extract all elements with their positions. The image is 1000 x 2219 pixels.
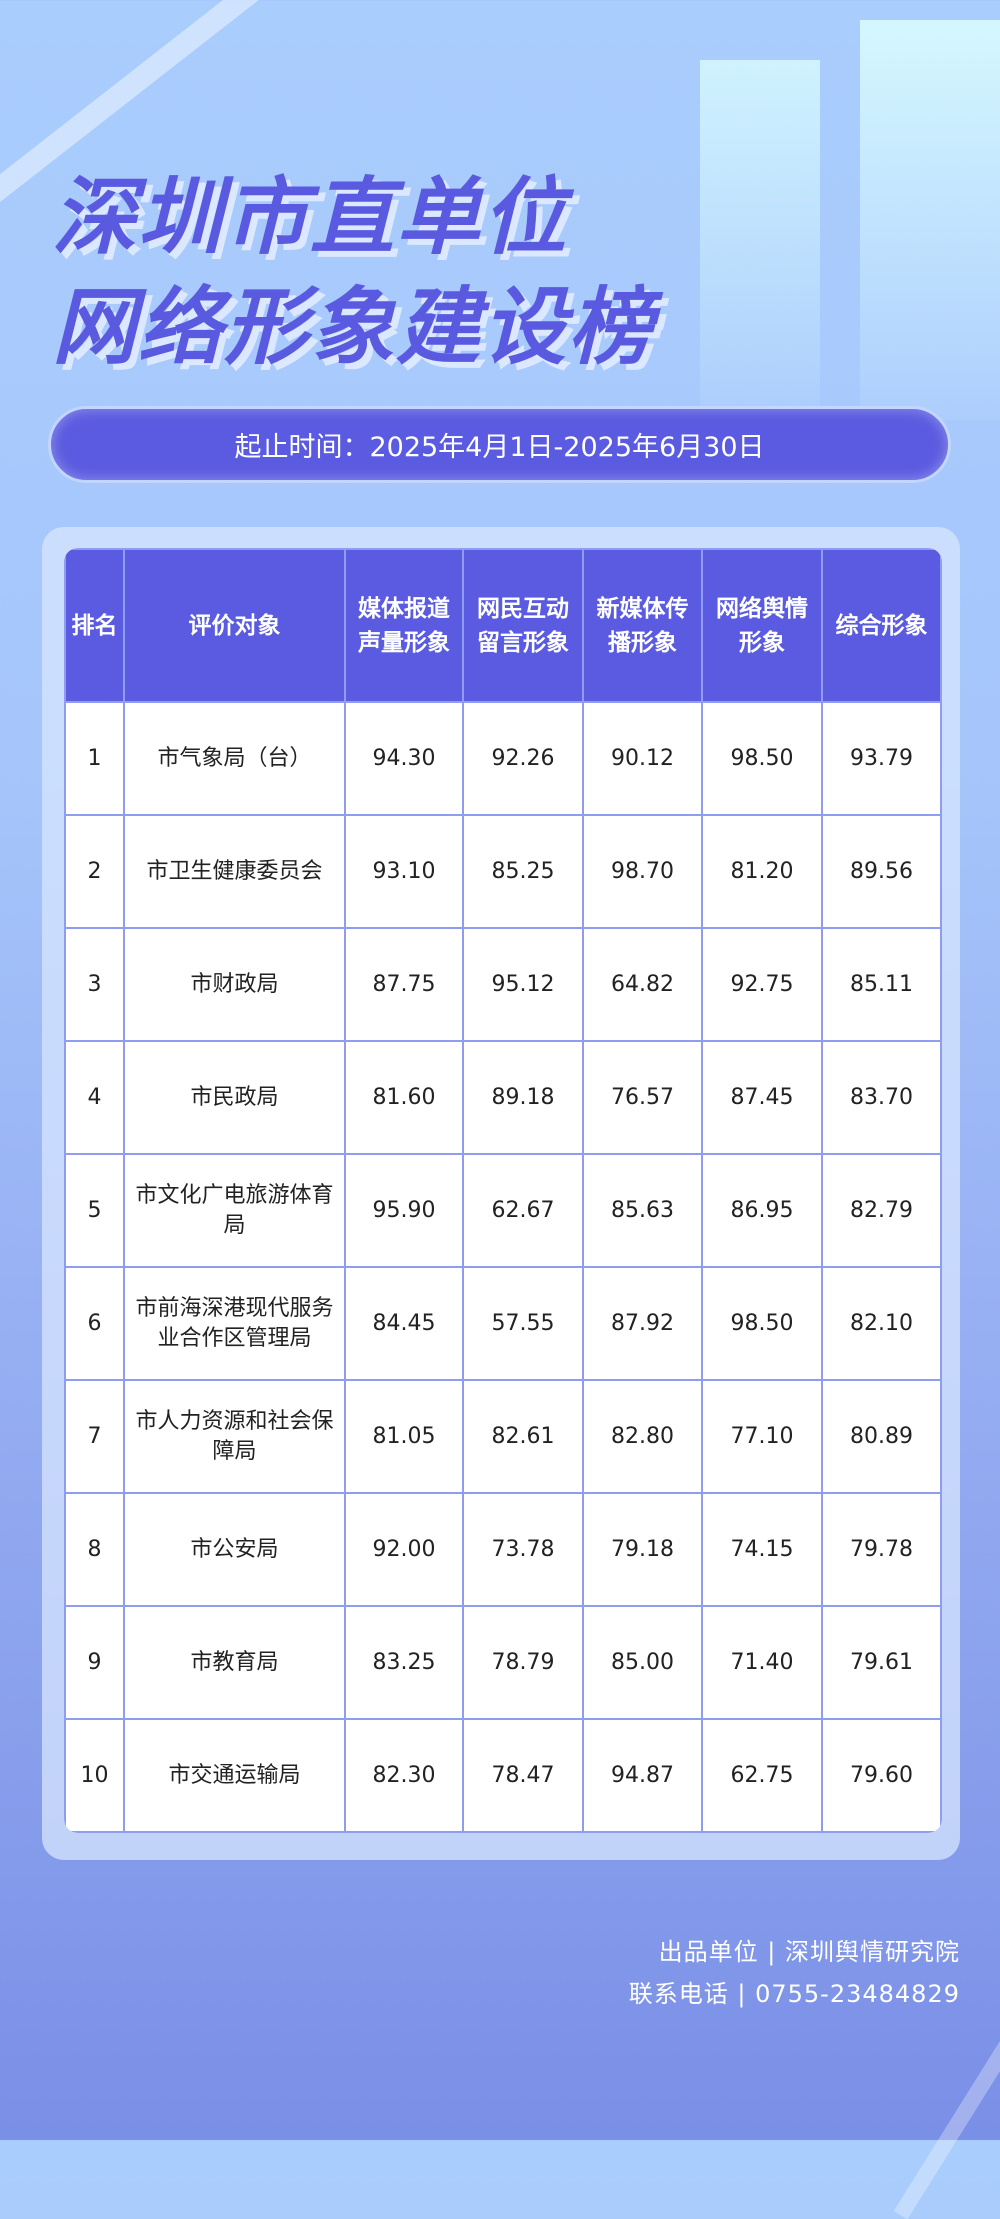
table-row: 3 市财政局 87.75 95.12 64.82 92.75 85.11	[64, 927, 942, 1042]
cell-public-opinion: 86.95	[701, 1153, 823, 1268]
table-row: 1 市气象局（台） 94.30 92.26 90.12 98.50 93.79	[64, 701, 942, 816]
cell-media-report: 81.60	[344, 1040, 464, 1155]
cell-media-report: 82.30	[344, 1718, 464, 1833]
cell-public-opinion: 77.10	[701, 1379, 823, 1494]
cell-public-opinion: 87.45	[701, 1040, 823, 1155]
cell-rank: 2	[64, 814, 125, 929]
cell-entity: 市文化广电旅游体育局	[123, 1153, 346, 1268]
page-title-line1: 深圳市直单位	[52, 168, 569, 266]
table-row: 7 市人力资源和社会保障局 81.05 82.61 82.80 77.10 80.89	[64, 1379, 942, 1494]
cell-public-opinion: 81.20	[701, 814, 823, 929]
cell-new-media: 79.18	[582, 1492, 703, 1607]
cell-new-media: 98.70	[582, 814, 703, 929]
cell-entity: 市前海深港现代服务业合作区管理局	[123, 1266, 346, 1381]
table-row: 4 市民政局 81.60 89.18 76.57 87.45 83.70	[64, 1040, 942, 1155]
header-public-opinion: 网络舆情形象	[701, 548, 823, 703]
table-row: 10 市交通运输局 82.30 78.47 94.87 62.75 79.60	[64, 1718, 942, 1833]
header-netizen-interaction: 网民互动留言形象	[462, 548, 584, 703]
period-banner: 起止时间：2025年4月1日-2025年6月30日	[48, 406, 951, 483]
cell-rank: 3	[64, 927, 125, 1042]
cell-netizen-interaction: 73.78	[462, 1492, 584, 1607]
cell-overall: 79.61	[821, 1605, 942, 1720]
cell-new-media: 64.82	[582, 927, 703, 1042]
cell-rank: 5	[64, 1153, 125, 1268]
table-row: 6 市前海深港现代服务业合作区管理局 84.45 57.55 87.92 98.50 82.…	[64, 1266, 942, 1381]
cell-entity: 市卫生健康委员会	[123, 814, 346, 929]
cell-netizen-interaction: 89.18	[462, 1040, 584, 1155]
cell-netizen-interaction: 57.55	[462, 1266, 584, 1381]
cell-new-media: 85.63	[582, 1153, 703, 1268]
producer-info: 出品单位 | 深圳舆情研究院	[658, 1938, 960, 1966]
cell-media-report: 93.10	[344, 814, 464, 929]
header-entity: 评价对象	[123, 548, 346, 703]
ranking-table: 排名 评价对象 媒体报道声量形象 网民互动留言形象 新媒体传播形象 网络舆情形象 综合形象 …	[64, 548, 942, 1833]
table-row: 9 市教育局 83.25 78.79 85.00 71.40 79.61	[64, 1605, 942, 1720]
decorative-building	[860, 20, 1000, 420]
cell-netizen-interaction: 78.47	[462, 1718, 584, 1833]
cell-public-opinion: 92.75	[701, 927, 823, 1042]
cell-public-opinion: 98.50	[701, 1266, 823, 1381]
cell-netizen-interaction: 85.25	[462, 814, 584, 929]
page-title-line2: 网络形象建设榜	[52, 278, 655, 376]
cell-entity: 市人力资源和社会保障局	[123, 1379, 346, 1494]
cell-new-media: 76.57	[582, 1040, 703, 1155]
cell-entity: 市公安局	[123, 1492, 346, 1607]
cell-rank: 10	[64, 1718, 125, 1833]
cell-media-report: 87.75	[344, 927, 464, 1042]
cell-rank: 6	[64, 1266, 125, 1381]
cell-media-report: 83.25	[344, 1605, 464, 1720]
cell-public-opinion: 62.75	[701, 1718, 823, 1833]
cell-entity: 市交通运输局	[123, 1718, 346, 1833]
cell-public-opinion: 71.40	[701, 1605, 823, 1720]
cell-new-media: 94.87	[582, 1718, 703, 1833]
cell-rank: 1	[64, 701, 125, 816]
table-row: 5 市文化广电旅游体育局 95.90 62.67 85.63 86.95 82.79	[64, 1153, 942, 1268]
cell-media-report: 81.05	[344, 1379, 464, 1494]
cell-new-media: 87.92	[582, 1266, 703, 1381]
table-row: 8 市公安局 92.00 73.78 79.18 74.15 79.78	[64, 1492, 942, 1607]
cell-public-opinion: 74.15	[701, 1492, 823, 1607]
cell-overall: 79.60	[821, 1718, 942, 1833]
cell-overall: 85.11	[821, 927, 942, 1042]
header-rank: 排名	[64, 548, 125, 703]
cell-netizen-interaction: 82.61	[462, 1379, 584, 1494]
cell-entity: 市财政局	[123, 927, 346, 1042]
cell-overall: 93.79	[821, 701, 942, 816]
cell-new-media: 90.12	[582, 701, 703, 816]
cell-rank: 7	[64, 1379, 125, 1494]
cell-media-report: 84.45	[344, 1266, 464, 1381]
cell-netizen-interaction: 78.79	[462, 1605, 584, 1720]
cell-new-media: 85.00	[582, 1605, 703, 1720]
table-row: 2 市卫生健康委员会 93.10 85.25 98.70 81.20 89.56	[64, 814, 942, 929]
cell-entity: 市民政局	[123, 1040, 346, 1155]
cell-rank: 4	[64, 1040, 125, 1155]
cell-rank: 9	[64, 1605, 125, 1720]
cell-netizen-interaction: 95.12	[462, 927, 584, 1042]
cell-media-report: 95.90	[344, 1153, 464, 1268]
cell-overall: 82.79	[821, 1153, 942, 1268]
cell-netizen-interaction: 62.67	[462, 1153, 584, 1268]
cell-overall: 79.78	[821, 1492, 942, 1607]
cell-entity: 市教育局	[123, 1605, 346, 1720]
cell-entity: 市气象局（台）	[123, 701, 346, 816]
cell-media-report: 92.00	[344, 1492, 464, 1607]
cell-public-opinion: 98.50	[701, 701, 823, 816]
header-media-report: 媒体报道声量形象	[344, 548, 464, 703]
cell-rank: 8	[64, 1492, 125, 1607]
decorative-building	[700, 60, 820, 420]
cell-overall: 80.89	[821, 1379, 942, 1494]
cell-overall: 82.10	[821, 1266, 942, 1381]
cell-overall: 89.56	[821, 814, 942, 929]
cell-overall: 83.70	[821, 1040, 942, 1155]
cell-media-report: 94.30	[344, 701, 464, 816]
cell-new-media: 82.80	[582, 1379, 703, 1494]
header-overall: 综合形象	[821, 548, 942, 703]
header-new-media: 新媒体传播形象	[582, 548, 703, 703]
contact-info: 联系电话 | 0755-23484829	[628, 1980, 960, 2008]
cell-netizen-interaction: 92.26	[462, 701, 584, 816]
